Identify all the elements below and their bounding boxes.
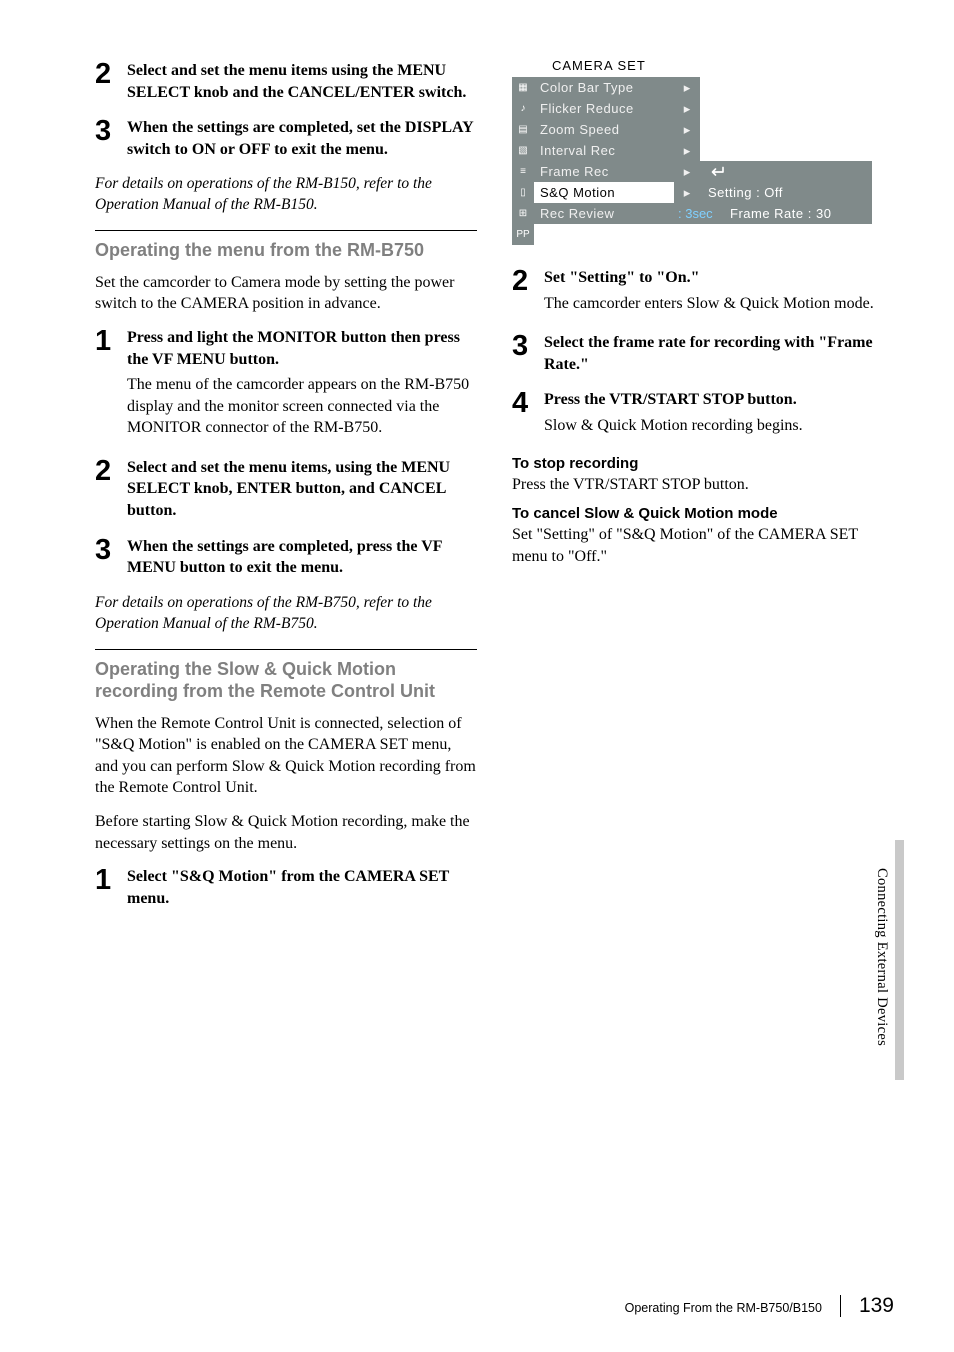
menu-row-label: Color Bar Type: [534, 77, 674, 98]
footer-divider: [840, 1295, 841, 1317]
step-3-top: 3 When the settings are completed, set t…: [95, 117, 477, 164]
menu-row: ⊞Rec Review: 3secFrame Rate : 30: [512, 203, 872, 224]
page-number: 139: [859, 1294, 894, 1318]
menu-row-icon: PP: [512, 224, 534, 245]
section-title-slowquick: Operating the Slow & Quick Motion record…: [95, 656, 477, 713]
menu-row-value: Frame Rate : 30: [722, 203, 872, 224]
step-number: 1: [95, 327, 113, 447]
step-title: When the settings are completed, press t…: [127, 536, 477, 579]
step-title: Press the VTR/START STOP button.: [544, 389, 894, 411]
menu-row-arrow: [674, 224, 700, 245]
menu-row: ▦Color Bar Type▸: [512, 77, 872, 98]
menu-row-value: [700, 161, 872, 182]
page-footer: Operating From the RM-B750/B150 139: [625, 1294, 894, 1318]
step-number: 2: [95, 60, 113, 107]
step-title: Select and set the menu items, using the…: [127, 457, 477, 522]
menu-row-arrow: ▸: [674, 182, 700, 203]
menu-row-value: Setting : Off: [700, 182, 872, 203]
menu-row-value: [700, 140, 872, 161]
step-title: Select and set the menu items using the …: [127, 60, 477, 103]
menu-row: ♪Flicker Reduce▸: [512, 98, 872, 119]
menu-row-label: S&Q Motion: [534, 182, 674, 203]
subheading-stop-recording: To stop recording: [512, 455, 894, 472]
step-number: 3: [512, 332, 530, 379]
s3-step-1: 1 Select "S&Q Motion" from the CAMERA SE…: [95, 866, 477, 913]
s2-step-2: 2 Select and set the menu items, using t…: [95, 457, 477, 526]
menu-title: CAMERA SET: [512, 53, 872, 77]
step-number: 3: [95, 536, 113, 583]
menu-row: ▧Interval Rec▸: [512, 140, 872, 161]
s2-step-1: 1 Press and light the MONITOR button the…: [95, 327, 477, 447]
menu-row-value: [700, 224, 872, 245]
right-step-2: 2 Set "Setting" to "On." The camcorder e…: [512, 267, 894, 322]
section-divider: [95, 230, 477, 231]
section-intro: Set the camcorder to Camera mode by sett…: [95, 272, 477, 315]
step-description: The menu of the camcorder appears on the…: [127, 374, 477, 439]
right-step-3: 3 Select the frame rate for recording wi…: [512, 332, 894, 379]
menu-row-arrow: : 3sec: [674, 203, 722, 224]
right-step-4: 4 Press the VTR/START STOP button. Slow …: [512, 389, 894, 444]
s2-step-3: 3 When the settings are completed, press…: [95, 536, 477, 583]
subtext: Press the VTR/START STOP button.: [512, 474, 894, 496]
step-title: Select "S&Q Motion" from the CAMERA SET …: [127, 866, 477, 909]
tab-bar: [895, 840, 904, 1080]
section-divider: [95, 649, 477, 650]
step-number: 2: [512, 267, 530, 322]
menu-row: PP: [512, 224, 872, 245]
right-column: CAMERA SET ▦Color Bar Type▸♪Flicker Redu…: [512, 50, 894, 923]
menu-row-icon: ▧: [512, 140, 534, 161]
menu-row-label: Frame Rec: [534, 161, 674, 182]
menu-row-label: Interval Rec: [534, 140, 674, 161]
menu-row-label: Zoom Speed: [534, 119, 674, 140]
menu-row-arrow: ▸: [674, 77, 700, 98]
menu-row-icon: ▤: [512, 119, 534, 140]
menu-row-arrow: ▸: [674, 119, 700, 140]
note-b150: For details on operations of the RM-B150…: [95, 174, 477, 216]
step-number: 3: [95, 117, 113, 164]
menu-row: ≡Frame Rec▸: [512, 161, 872, 182]
menu-row-label: Rec Review: [534, 203, 674, 224]
step-title: Select the frame rate for recording with…: [544, 332, 894, 375]
step-number: 4: [512, 389, 530, 444]
menu-row: ▯S&Q Motion▸Setting : Off: [512, 182, 872, 203]
menu-row-icon: ▦: [512, 77, 534, 98]
step-number: 1: [95, 866, 113, 913]
step-title: Set "Setting" to "On.": [544, 267, 894, 289]
return-icon: [708, 166, 726, 178]
left-column: 2 Select and set the menu items using th…: [95, 50, 477, 923]
menu-row-icon: ⊞: [512, 203, 534, 224]
subtext: Set "Setting" of "S&Q Motion" of the CAM…: [512, 524, 894, 567]
step-title: Press and light the MONITOR button then …: [127, 327, 477, 370]
menu-row-value: [700, 119, 872, 140]
camera-set-menu-screenshot: CAMERA SET ▦Color Bar Type▸♪Flicker Redu…: [512, 53, 872, 245]
menu-row-label: [534, 224, 674, 245]
menu-row-value: [700, 98, 872, 119]
footer-section-title: Operating From the RM-B750/B150: [625, 1301, 822, 1315]
menu-row-icon: ≡: [512, 161, 534, 182]
subheading-cancel-mode: To cancel Slow & Quick Motion mode: [512, 505, 894, 522]
step-2-top: 2 Select and set the menu items using th…: [95, 60, 477, 107]
step-title: When the settings are completed, set the…: [127, 117, 477, 160]
menu-row: ▤Zoom Speed▸: [512, 119, 872, 140]
menu-row-arrow: ▸: [674, 161, 700, 182]
step-number: 2: [95, 457, 113, 526]
menu-row-value: [700, 77, 872, 98]
menu-row-arrow: ▸: [674, 98, 700, 119]
section-intro: Before starting Slow & Quick Motion reco…: [95, 811, 477, 854]
chapter-tab: Connecting External Devices: [879, 840, 899, 1080]
section-title-rmb750: Operating the menu from the RM-B750: [95, 237, 477, 272]
menu-row-label: Flicker Reduce: [534, 98, 674, 119]
note-b750: For details on operations of the RM-B750…: [95, 593, 477, 635]
menu-row-arrow: ▸: [674, 140, 700, 161]
step-description: Slow & Quick Motion recording begins.: [544, 415, 894, 437]
menu-row-icon: ▯: [512, 182, 534, 203]
menu-row-icon: ♪: [512, 98, 534, 119]
chapter-label: Connecting External Devices: [873, 868, 890, 1046]
step-description: The camcorder enters Slow & Quick Motion…: [544, 293, 894, 315]
section-intro: When the Remote Control Unit is connecte…: [95, 713, 477, 799]
